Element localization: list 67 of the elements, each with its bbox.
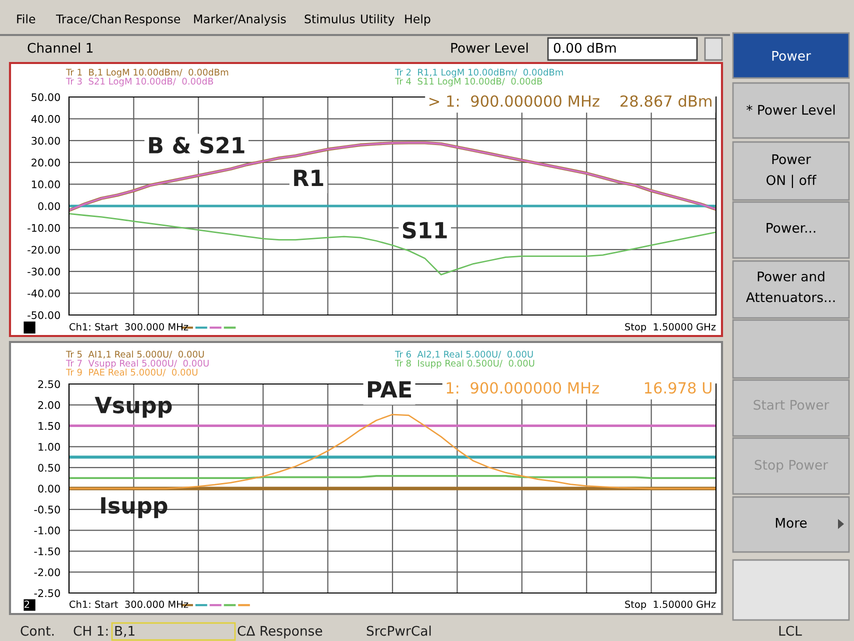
y-tick-label: 2.00: [38, 401, 60, 410]
text: Help: [405, 14, 430, 26]
text: SrcPwrCal: [366, 626, 431, 636]
y-tick-label: 0.50: [38, 464, 60, 472]
text: More: [776, 518, 807, 528]
text: 2: [24, 600, 30, 608]
text: Tr 7 Vsupp Real 5.000U/ 0.00U: [66, 360, 209, 368]
annotation: S11: [402, 222, 447, 239]
y-tick-label: 20.00: [32, 158, 60, 167]
y-tick-label: 1.00: [38, 442, 60, 451]
annotation: PAE: [368, 381, 411, 398]
text: Power ON | off: [766, 154, 816, 188]
y-tick-label: -10.00: [28, 224, 60, 232]
text: Cont.: [20, 626, 54, 636]
annotation: B & S21: [149, 136, 244, 154]
text: LCL: [779, 626, 802, 636]
y-tick-label: -50.00: [28, 311, 60, 320]
text: Tr 4 S11 LogM 10.00dB/ 0.00dB: [394, 78, 542, 86]
text: Tr 8 Isupp Real 0.500U/ 0.00U: [394, 360, 534, 368]
text: Power and Attenuators...: [746, 271, 835, 302]
text: Marker/Analysis: [194, 14, 286, 26]
text: Tr 6 AI2,1 Real 5.000U/ 0.00U: [394, 350, 533, 359]
y-tick-label: -30.00: [28, 268, 60, 276]
y-tick-label: 50.00: [32, 93, 60, 102]
text: Stop 1.50000 GHz: [625, 600, 716, 610]
text: 0.00 dBm: [554, 42, 616, 53]
text: Trace/Chan: [56, 14, 121, 24]
text: CΔ Response: [238, 626, 322, 638]
y-tick-label: -1.50: [34, 547, 60, 556]
y-tick-label: -2.00: [34, 568, 60, 576]
y-tick-label: -40.00: [28, 289, 60, 298]
y-tick-label: 0.00: [38, 202, 60, 210]
text: Power: [772, 51, 811, 61]
text: Power Level: [451, 42, 528, 53]
text: Channel 1: [28, 42, 93, 53]
y-tick-label: 30.00: [32, 136, 60, 145]
y-tick-label: -20.00: [28, 246, 60, 254]
text: Tr 9 PAE Real 5.000U/ 0.00U: [66, 368, 198, 376]
annotation: 1: 900.000000 MHz 16.978 U: [446, 382, 712, 394]
text: Utility: [361, 14, 394, 26]
y-tick-label: -1.00: [34, 526, 60, 534]
line-series: [69, 212, 716, 276]
text: Tr 3 S21 LogM 10.00dB/ 0.00dB: [66, 78, 214, 86]
text: Stop Power: [754, 460, 828, 472]
y-tick-label: 40.00: [31, 115, 60, 123]
annotation: > 1: 900.000000 MHz 28.867 dBm: [429, 95, 712, 107]
text: Response: [125, 14, 180, 26]
text: File: [17, 14, 36, 24]
y-tick-label: 10.00: [32, 180, 60, 188]
text: Stimulus: [304, 14, 355, 24]
y-tick-label: 1.50: [38, 422, 60, 430]
y-tick-label: 0.00: [38, 484, 60, 493]
text: CH 1:: [74, 626, 108, 636]
y-tick-label: -0.50: [34, 506, 60, 514]
annotation: R1: [294, 170, 324, 186]
text: Power...: [766, 223, 816, 233]
text: * Power Level: [746, 104, 835, 115]
text: Ch1: Start 300.000 MHz: [70, 322, 188, 330]
text: Tr 2 R1,1 LogM 10.00dBm/ 0.00dBm: [394, 68, 563, 78]
text: Tr 5 AI1,1 Real 5.000U/ 0.00U: [66, 350, 204, 359]
text: Ch1: Start 300.000 MHz: [70, 600, 188, 608]
y-tick-label: -2.50: [34, 589, 60, 598]
text: Tr 1 B,1 LogM 10.00dBm/ 0.00dBm: [66, 68, 228, 78]
y-tick-label: 2.50: [38, 380, 60, 388]
text: B,1: [115, 626, 134, 638]
text: Start Power: [754, 400, 830, 410]
text: Stop 1.50000 GHz: [625, 323, 716, 332]
